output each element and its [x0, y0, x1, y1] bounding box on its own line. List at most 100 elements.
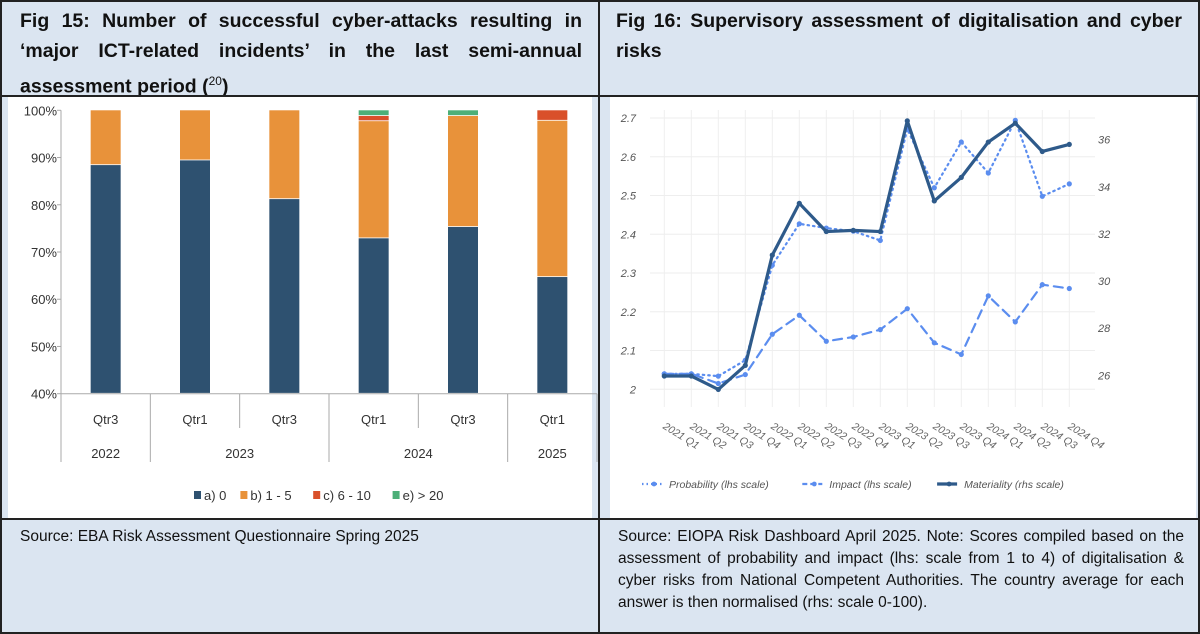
data-point-impact: [985, 293, 991, 299]
legend-label: Materiality (rhs scale): [964, 479, 1064, 491]
bar-segment-c-6-10: [537, 110, 568, 120]
y-tick-label: 60%: [31, 292, 57, 307]
bar-segment-a-0: [180, 160, 210, 393]
data-point-impact: [877, 327, 883, 333]
fig16-header: Fig 16: Supervisory assessment of digita…: [598, 0, 1200, 97]
fig15-header: Fig 15: Number of successful cyber-attac…: [0, 0, 600, 98]
series-line-materiality: [662, 119, 1071, 392]
fig15-source: Source: EBA Risk Assessment Questionnair…: [20, 528, 419, 545]
data-point-impact: [769, 331, 775, 337]
legend-marker: [946, 481, 952, 487]
bar-segment-b-1-5: [358, 121, 389, 238]
right-axis-tick-label: 30: [1098, 276, 1111, 288]
right-axis-tick-label: 26: [1097, 370, 1111, 382]
legend-label: e) > 20: [403, 488, 444, 503]
data-point-materiality: [1012, 120, 1018, 126]
right-axis-tick-label: 28: [1097, 323, 1111, 335]
data-point-impact: [715, 380, 721, 387]
data-point-materiality: [769, 252, 775, 258]
data-point-impact: [796, 312, 802, 318]
y-tick-label: 80%: [31, 198, 57, 213]
data-point-materiality: [1066, 141, 1072, 148]
bar-segment-a-0: [90, 165, 121, 393]
legend-marker: [811, 481, 817, 487]
bar-segment-c-6-10: [358, 115, 389, 121]
y-tick-label: 100%: [24, 103, 58, 118]
data-point-materiality: [796, 200, 802, 206]
series-line-probability: [663, 119, 1071, 378]
fig15-title-end: ): [221, 75, 229, 98]
bar-segment-b-1-5: [90, 110, 121, 165]
x-category-label: Qtr1: [540, 412, 565, 427]
legend-swatch: [313, 491, 321, 499]
series-line-impact: [663, 283, 1071, 385]
data-point-probability: [958, 139, 964, 145]
left-axis-tick-label: 2.6: [620, 152, 637, 164]
bar-segment-b-1-5: [537, 120, 568, 277]
bar-segment-b-1-5: [269, 110, 300, 199]
data-point-materiality: [931, 198, 937, 204]
fig15-title: Fig 15: Number of successful cyber-attac…: [20, 10, 582, 98]
data-point-impact: [1039, 282, 1045, 288]
bar-segment-a-0: [358, 238, 389, 393]
data-point-materiality: [850, 227, 856, 234]
data-point-impact: [742, 371, 748, 378]
data-point-probability: [796, 221, 802, 227]
fig16-title: Fig 16: Supervisory assessment of digita…: [616, 10, 1182, 62]
fig15-chart-panel: 40% 50% 60% 70% 80% 90% 100% Qtr3 Qtr1 Qtr3 Qtr1 Qt…: [0, 95, 600, 520]
legend-label: b) 1 - 5: [250, 488, 291, 503]
bar-segment-a-0: [448, 226, 478, 393]
fig15-footer: Source: EBA Risk Assessment Questionnair…: [0, 518, 600, 634]
left-axis-tick-label: 2.5: [620, 191, 637, 203]
data-point-impact: [958, 351, 964, 358]
data-point-materiality: [742, 362, 748, 369]
left-axis-tick-label: 2.7: [620, 113, 637, 125]
x-group-label: 2022: [91, 446, 120, 461]
data-point-materiality: [958, 174, 964, 180]
data-point-probability: [1039, 193, 1045, 199]
right-axis-tick-label: 36: [1098, 135, 1111, 147]
x-group-label: 2025: [538, 446, 567, 461]
x-group-label: 2024: [404, 446, 433, 461]
data-point-materiality: [715, 386, 721, 393]
y-tick-label: 90%: [31, 151, 57, 166]
right-axis-tick-label: 34: [1098, 182, 1110, 194]
legend-label: c) 6 - 10: [323, 488, 371, 503]
left-axis-tick-label: 2: [629, 384, 636, 396]
x-category-label: Qtr3: [450, 412, 475, 427]
left-axis-tick-label: 2.3: [620, 268, 637, 280]
bar-segment-b-1-5: [180, 110, 210, 160]
legend-marker: [651, 481, 657, 487]
legend-label: a) 0: [204, 488, 226, 503]
legend-swatch: [240, 491, 248, 499]
fig16-chart-panel: 2 2.1 2.2 2.3 2.4 2.5 2.6 2.7 26 28 30 32 34 36 2021 Q…: [598, 95, 1200, 520]
data-point-materiality: [904, 118, 910, 124]
x-category-label: Qtr3: [93, 412, 118, 427]
legend-label: Impact (lhs scale): [829, 479, 911, 491]
legend-swatch: [392, 491, 400, 499]
y-tick-label: 50%: [31, 339, 57, 354]
data-point-probability: [931, 185, 937, 191]
fig16-source: Source: EIOPA Risk Dashboard April 2025.…: [618, 528, 1184, 611]
x-category-label: Qtr3: [272, 412, 297, 427]
data-point-impact: [931, 340, 937, 346]
y-tick-label: 70%: [31, 245, 57, 260]
legend-label: Probability (lhs scale): [669, 479, 769, 491]
data-point-impact: [1012, 319, 1018, 325]
bar-segment-a-0: [537, 277, 568, 393]
data-point-materiality: [877, 228, 883, 235]
bar-segment-e-20: [448, 110, 478, 116]
fig16-footer: Source: EIOPA Risk Dashboard April 2025.…: [598, 518, 1200, 634]
fig15-bar-chart: 40% 50% 60% 70% 80% 90% 100% Qtr3 Qtr1 Qtr3 Qtr1 Qt…: [24, 103, 598, 503]
data-point-materiality: [688, 373, 694, 379]
footnote-ref[interactable]: 20: [208, 74, 222, 88]
bar-segment-b-1-5: [448, 115, 478, 227]
left-axis-tick-label: 2.1: [620, 346, 636, 358]
data-point-impact: [850, 334, 856, 340]
data-point-impact: [823, 338, 829, 344]
left-axis-tick-label: 2.2: [620, 307, 636, 319]
y-tick-label: 40%: [31, 387, 57, 402]
data-point-probability: [1066, 181, 1072, 187]
data-point-materiality: [661, 373, 667, 379]
